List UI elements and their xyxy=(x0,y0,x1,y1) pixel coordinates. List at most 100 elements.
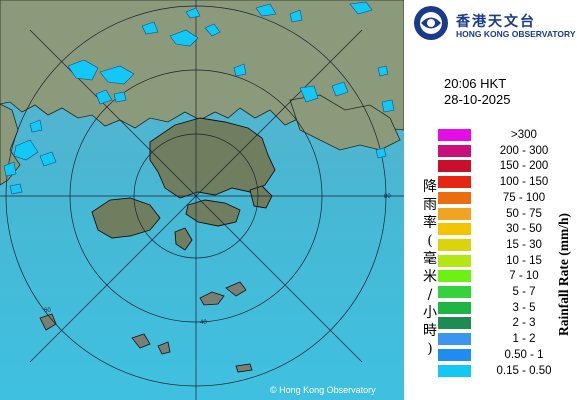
legend-label: 0.50 - 1 xyxy=(504,348,544,361)
ring-label-60: 60 xyxy=(44,308,51,314)
rain-echo xyxy=(381,99,395,113)
legend-label: 5 - 7 xyxy=(512,286,536,298)
legend-label: 0.15 - 0.50 xyxy=(496,364,552,377)
legend-row: 50 - 75 xyxy=(438,207,568,221)
rain-echo xyxy=(289,9,303,23)
legend-label: >300 xyxy=(511,129,537,141)
legend-swatch xyxy=(438,364,471,377)
legend-swatch xyxy=(438,129,471,141)
legend-swatch xyxy=(438,191,471,204)
legend-row: 0.50 - 1 xyxy=(438,348,568,362)
southern-island-1 xyxy=(199,291,225,306)
axis-label-cn-char: ) xyxy=(427,341,433,357)
hko-emblem-icon xyxy=(414,6,448,40)
axis-label-cn-char: 時 xyxy=(423,323,437,339)
axis-label-cn-char: 降 xyxy=(423,179,437,195)
rain-echo xyxy=(185,7,201,19)
legend-row: 15 - 30 xyxy=(438,238,568,252)
legend-row: 3 - 5 xyxy=(438,301,568,315)
legend-row: 75 - 100 xyxy=(438,191,568,205)
radar-map-svg: 40 60 80 © Hong K xyxy=(0,0,404,400)
legend-row: 1 - 2 xyxy=(438,332,568,346)
legend-swatch xyxy=(438,333,471,346)
rain-echo xyxy=(331,81,349,97)
axis-label-cn-char: 小 xyxy=(423,305,437,321)
rain-echo xyxy=(29,119,43,133)
rain-echo xyxy=(299,85,319,103)
legend-label: 3 - 5 xyxy=(512,301,536,314)
rain-echo xyxy=(255,3,277,17)
legend-swatch xyxy=(438,176,471,189)
rain-echo xyxy=(204,23,221,37)
legend-label: 15 - 30 xyxy=(506,238,542,251)
rain-echoes xyxy=(3,1,395,195)
rain-echo xyxy=(39,151,57,167)
legend-swatch xyxy=(438,348,471,361)
axis-label-cn-char: 雨 xyxy=(423,197,437,213)
radar-map: 40 60 80 © Hong K xyxy=(0,0,404,400)
legend-row: 200 - 300 xyxy=(438,144,568,158)
island-sai-kung xyxy=(249,185,273,209)
rain-echo xyxy=(233,63,247,77)
legend-label: 50 - 75 xyxy=(506,207,542,220)
legend-swatch xyxy=(438,238,471,251)
legend-row: >300 xyxy=(438,128,568,142)
legend-label: 10 - 15 xyxy=(506,254,542,267)
timestamp-date: 28-10-2025 xyxy=(444,92,511,107)
legend-row: 100 - 150 xyxy=(438,175,568,189)
legend-swatch xyxy=(438,270,471,283)
southern-island-6 xyxy=(235,363,253,373)
southern-island-5 xyxy=(157,341,171,355)
legend-row: 5 - 7 xyxy=(438,285,568,299)
rain-echo xyxy=(99,65,135,85)
rain-echo xyxy=(141,21,159,35)
legend-label: 150 - 200 xyxy=(499,160,549,173)
range-rings xyxy=(0,0,404,400)
legend-label: 7 - 10 xyxy=(509,270,539,283)
legend-swatch xyxy=(438,254,471,267)
rain-echo xyxy=(169,29,199,47)
legend-row: 30 - 50 xyxy=(438,222,568,236)
rain-echo xyxy=(377,65,389,77)
timestamp-time: 20:06 HKT xyxy=(444,76,507,91)
axis-label-cn-char: 毫 xyxy=(423,251,437,267)
axis-label-cn-char: / xyxy=(427,287,433,303)
rain-echo xyxy=(95,89,113,105)
legend-swatch xyxy=(438,207,471,220)
legend-label: 30 - 50 xyxy=(506,223,542,236)
legend-row: 150 - 200 xyxy=(438,159,568,173)
observatory-name-cn: 香港天文台 xyxy=(456,14,536,30)
rain-echo xyxy=(3,161,17,177)
legend-label: 1 - 2 xyxy=(512,333,536,346)
legend-swatch xyxy=(438,223,471,236)
legend-row: 7 - 10 xyxy=(438,269,568,283)
axis-label-cn-char: ( xyxy=(427,233,433,249)
southern-island-4 xyxy=(131,333,151,349)
legend-swatch xyxy=(438,144,471,157)
mainland-west-coast xyxy=(0,103,21,186)
legend-swatch xyxy=(438,160,471,173)
legend-label: 100 - 150 xyxy=(499,176,549,189)
island-lamma xyxy=(174,227,193,251)
rain-echo xyxy=(67,59,99,81)
legend-row: 10 - 15 xyxy=(438,254,568,268)
legend-label: 200 - 300 xyxy=(499,144,549,157)
rain-echo xyxy=(113,91,127,103)
ring-label-40: 40 xyxy=(200,320,207,326)
legend-swatch xyxy=(438,286,471,298)
legend-swatch xyxy=(438,317,471,330)
legend-row: 0.15 - 0.50 xyxy=(438,364,568,378)
rain-echo xyxy=(349,1,373,15)
copyright: © Hong Kong Observatory xyxy=(270,385,376,395)
legend-row: 2 - 3 xyxy=(438,316,568,330)
rain-echo xyxy=(9,183,23,195)
ring-label-80: 80 xyxy=(384,194,391,200)
observatory-name-en: HONG KONG OBSERVATORY xyxy=(456,29,576,39)
axis-label-cn-char: 率 xyxy=(423,215,437,231)
observatory-logo: 香港天文台 HONG KONG OBSERVATORY xyxy=(412,4,576,44)
southern-island-2 xyxy=(225,281,247,297)
rain-echo xyxy=(375,147,387,159)
legend-swatch xyxy=(438,301,471,314)
radial-ne-sw xyxy=(29,29,363,363)
rain-echo xyxy=(13,139,39,161)
